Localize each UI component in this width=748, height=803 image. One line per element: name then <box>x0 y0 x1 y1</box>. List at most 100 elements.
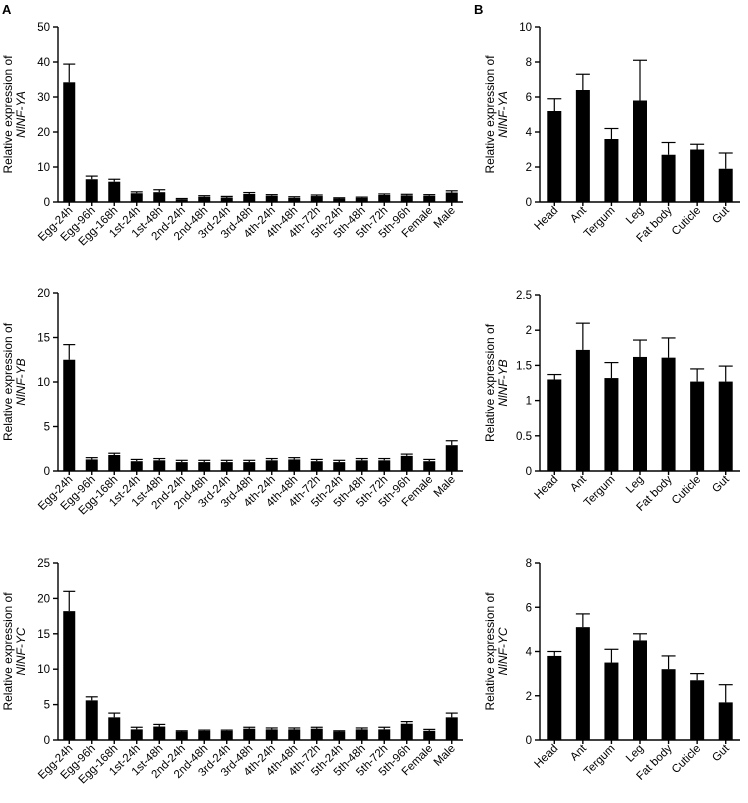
x-tick-label: Ant <box>568 742 589 763</box>
bar <box>690 149 705 202</box>
y-tick-label: 0 <box>526 197 532 209</box>
y-tick-label: 0 <box>526 466 532 478</box>
x-tick-label: Tergum <box>582 474 618 510</box>
y-tick-label: 8 <box>526 57 532 69</box>
bar <box>423 195 436 202</box>
bar <box>661 669 676 740</box>
y-tick-label: 0.5 <box>516 431 532 443</box>
x-tick-label: Ant <box>568 473 589 494</box>
x-tick-label: Cuticle <box>670 743 703 776</box>
y-tick-label: 4 <box>526 647 533 659</box>
y-tick-label: 10 <box>37 377 50 389</box>
y-tick-label: 2 <box>526 691 532 703</box>
bar <box>85 179 98 202</box>
x-tick-label: Head <box>532 743 560 771</box>
y-axis-label: Relative expression of <box>483 323 497 442</box>
x-tick-label: Head <box>532 474 560 502</box>
bar <box>333 198 346 202</box>
x-tick-label: Cuticle <box>670 205 703 238</box>
bar <box>604 378 619 471</box>
bar <box>63 82 76 202</box>
bar <box>108 454 121 471</box>
bar <box>63 359 76 471</box>
bar <box>633 100 647 202</box>
bar <box>220 730 233 740</box>
y-tick-label: 50 <box>37 22 50 34</box>
y-tick-label: 2 <box>526 325 532 337</box>
bar <box>575 627 590 740</box>
bar <box>288 197 301 202</box>
bar <box>175 462 188 471</box>
bar <box>288 729 301 740</box>
x-tick-label: Male <box>432 474 458 500</box>
bar <box>378 460 391 471</box>
bar <box>265 195 278 202</box>
y-tick-label: 0 <box>526 735 532 747</box>
y-axis-label: Relative expression of <box>1 322 15 441</box>
chart-1: 0 10 20 30 40 50 Relative expression of NlNF-YA… <box>1 22 463 248</box>
x-tick-label: Head <box>532 205 560 233</box>
bar <box>575 349 590 471</box>
bar <box>333 462 346 471</box>
y-axis-label: Relative expression of <box>1 592 15 711</box>
bar <box>575 90 590 202</box>
bar <box>130 729 143 740</box>
bar <box>378 195 391 202</box>
bar <box>423 730 436 740</box>
bar <box>718 168 733 202</box>
x-tick-label: Male <box>432 205 458 231</box>
y-axis-label: Relative expression of <box>1 55 15 174</box>
bar <box>633 640 647 740</box>
x-tick-label: Tergum <box>582 205 618 241</box>
y-axis-gene-label: NlNF-YA <box>14 91 28 138</box>
bar <box>690 680 705 740</box>
bar <box>445 192 458 202</box>
chart-2: 0 2 4 6 8 10 Relative expression of NlNF-YA Head… <box>483 22 740 245</box>
y-tick-label: 15 <box>37 629 50 641</box>
bar <box>661 154 676 202</box>
chart-4: 0 0.5 1 1.5 2 2.5 Relative expression of NlNF-Y… <box>483 290 740 514</box>
y-tick-label: 10 <box>37 664 50 676</box>
bar <box>243 193 256 202</box>
y-axis-gene-label: NlNF-YB <box>496 359 510 406</box>
bar <box>400 195 413 202</box>
x-tick-label: Tergum <box>582 743 618 779</box>
bar <box>130 461 143 471</box>
bar <box>718 381 733 471</box>
bar <box>220 197 233 202</box>
y-tick-label: 30 <box>37 92 50 104</box>
bar <box>445 445 458 471</box>
y-tick-label: 5 <box>44 700 50 712</box>
bar <box>265 460 278 471</box>
panel-letter-b: B <box>474 2 483 17</box>
bar <box>661 357 676 471</box>
bar <box>288 459 301 471</box>
bar <box>423 461 436 471</box>
bar <box>718 702 733 740</box>
bar <box>400 723 413 740</box>
bar <box>63 611 76 740</box>
y-tick-label: 2.5 <box>516 290 532 302</box>
bar <box>547 655 562 740</box>
bar <box>243 462 256 471</box>
bar <box>220 462 233 471</box>
y-tick-label: 40 <box>37 57 50 69</box>
bar <box>690 381 705 471</box>
bar <box>378 729 391 740</box>
y-tick-label: 0 <box>44 735 50 747</box>
bar <box>198 196 211 202</box>
bar <box>333 731 346 740</box>
y-tick-label: 6 <box>526 92 532 104</box>
y-tick-label: 20 <box>37 288 50 300</box>
y-tick-label: 10 <box>519 22 532 34</box>
bar <box>547 379 562 471</box>
bar <box>175 199 188 202</box>
y-tick-label: 20 <box>37 593 50 605</box>
bar <box>633 356 647 471</box>
x-tick-label: Gut <box>710 742 732 764</box>
bar <box>604 139 619 202</box>
y-tick-label: 10 <box>37 162 50 174</box>
chart-6: 0 2 4 6 8 Relative expression of NlNF-YC Head An… <box>483 558 740 783</box>
bar <box>85 700 98 740</box>
